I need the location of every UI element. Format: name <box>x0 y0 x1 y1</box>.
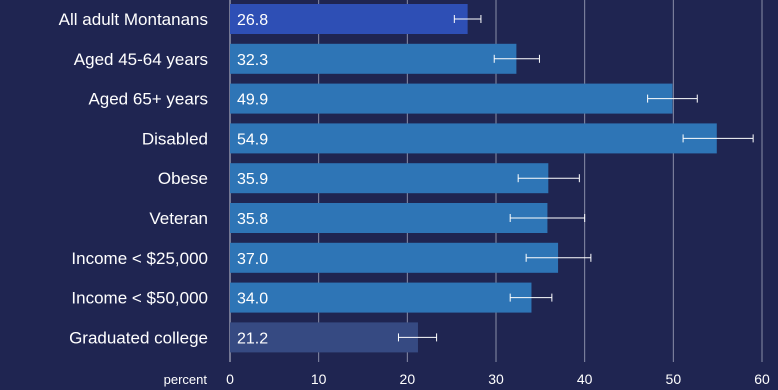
bar <box>230 203 548 233</box>
x-tick-label: 50 <box>666 371 682 387</box>
bar <box>230 282 532 313</box>
data-label: 35.8 <box>237 211 268 228</box>
labels: All adult Montanans 26.8 Aged 45-64 years 3… <box>59 10 269 347</box>
data-label: 34.0 <box>237 291 268 308</box>
data-label: 37.0 <box>237 251 268 268</box>
x-tick-label: 30 <box>488 371 504 387</box>
category-label: Veteran <box>149 209 208 228</box>
x-tick-label: 20 <box>400 371 416 387</box>
data-label: 21.2 <box>237 330 268 347</box>
data-label: 49.9 <box>237 92 268 109</box>
category-label: Aged 45-64 years <box>74 50 208 69</box>
category-label: Obese <box>158 169 208 188</box>
x-axis: percent 0 10 20 30 40 50 60 <box>164 371 770 387</box>
category-label: All adult Montanans <box>59 10 208 29</box>
x-tick-label: 40 <box>577 371 593 387</box>
x-tick-label: 10 <box>311 371 327 387</box>
category-label: Aged 65+ years <box>88 90 208 109</box>
bar <box>230 163 549 194</box>
bar <box>230 83 673 114</box>
bar <box>230 123 717 154</box>
x-tick-label: 0 <box>226 371 234 387</box>
data-label: 32.3 <box>237 52 268 69</box>
bars <box>230 4 717 353</box>
data-label: 35.9 <box>237 171 268 188</box>
category-label: Income < $25,000 <box>71 249 208 268</box>
bar <box>230 4 468 34</box>
category-label: Disabled <box>142 129 208 148</box>
bar <box>230 242 559 273</box>
data-label: 54.9 <box>237 131 268 148</box>
data-label: 26.8 <box>237 12 268 29</box>
bar <box>230 43 517 74</box>
x-tick-label: 60 <box>754 371 770 387</box>
bar <box>230 322 418 353</box>
x-axis-title: percent <box>164 372 208 387</box>
category-label: Income < $50,000 <box>71 289 208 308</box>
error-bars <box>397 15 754 342</box>
category-label: Graduated college <box>69 328 208 347</box>
